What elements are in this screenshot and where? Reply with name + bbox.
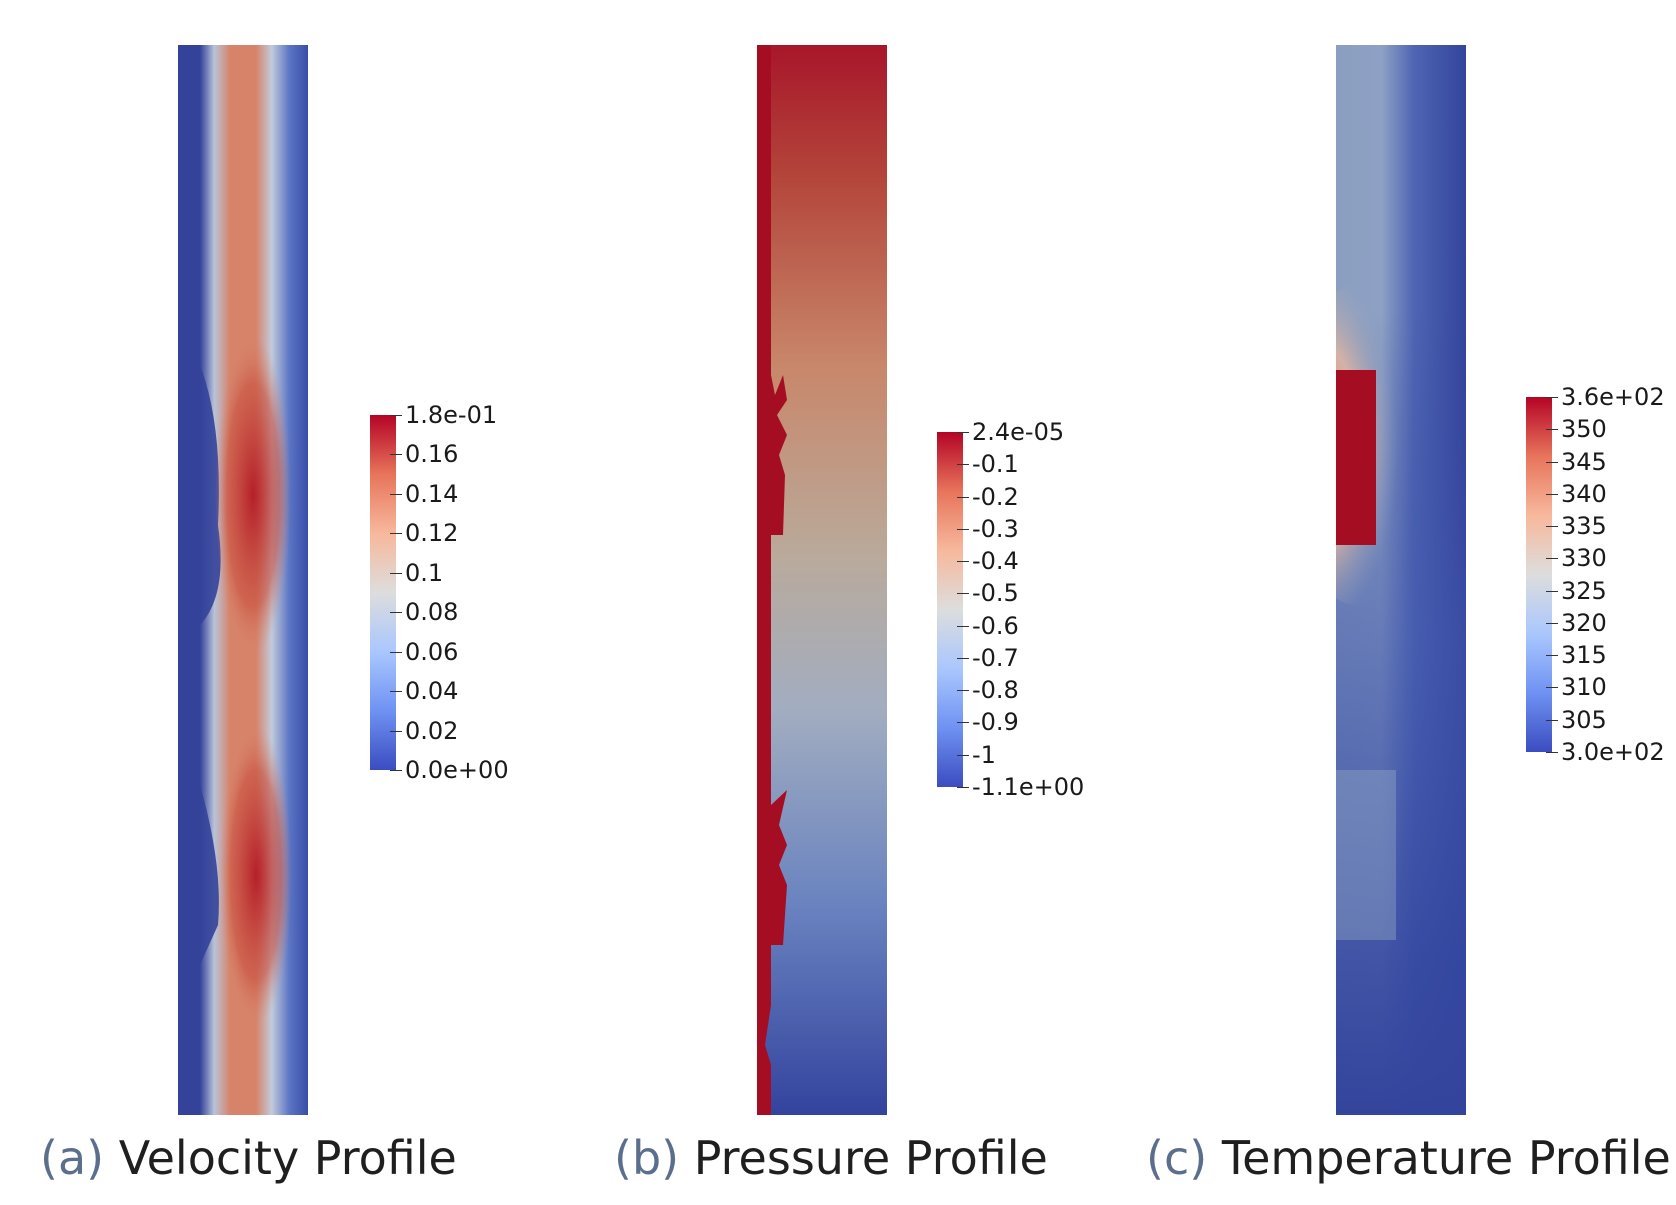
- colorbar-tick-mark: [957, 722, 969, 723]
- colorbar-tick-mark: [390, 494, 402, 495]
- colorbar-tick-mark: [957, 658, 969, 659]
- colorbar-tick-mark: [390, 454, 402, 455]
- colorbar-tick-label: -1.1e+00: [972, 773, 1085, 801]
- colorbar-tick-label: -0.6: [972, 612, 1019, 640]
- colorbar-tick-mark: [957, 787, 969, 788]
- colorbar-tick-label: -0.5: [972, 579, 1019, 607]
- colorbar-tick-mark: [1546, 526, 1558, 527]
- velocity-colorbar: [370, 415, 396, 770]
- colorbar-tick-mark: [1546, 591, 1558, 592]
- colorbar-tick-mark: [957, 593, 969, 594]
- colorbar-tick-label: -0.8: [972, 676, 1019, 704]
- caption-letter: (b): [614, 1131, 680, 1185]
- colorbar-tick-label: 315: [1561, 641, 1607, 669]
- colorbar-tick-mark: [957, 561, 969, 562]
- colorbar-tick-label: 310: [1561, 673, 1607, 701]
- colorbar-tick-label: 340: [1561, 480, 1607, 508]
- colorbar-tick-mark: [1546, 687, 1558, 688]
- pressure-field-plot: [757, 45, 887, 1115]
- colorbar-tick-label: 320: [1561, 609, 1607, 637]
- colorbar-tick-mark: [390, 770, 402, 771]
- colorbar-tick-label: 325: [1561, 577, 1607, 605]
- colorbar-tick-mark: [1546, 655, 1558, 656]
- colorbar-tick-label: 3.6e+02: [1561, 383, 1665, 411]
- caption-title: Velocity Profile: [118, 1131, 457, 1185]
- colorbar-tick-label: 1.8e-01: [405, 401, 498, 429]
- colorbar-tick-mark: [1546, 720, 1558, 721]
- panel-velocity: 1.8e-01 0.16 0.14 0.12 0.1 0.08 0.06 0.04 0.02 0.…: [0, 0, 560, 1205]
- colorbar-tick-mark: [390, 652, 402, 653]
- colorbar-tick-mark: [390, 731, 402, 732]
- colorbar-tick-label: 0.1: [405, 559, 444, 587]
- temperature-field-plot: [1336, 45, 1466, 1115]
- colorbar-tick-label: 350: [1561, 415, 1607, 443]
- temperature-colorbar: [1526, 397, 1552, 752]
- colorbar-tick-mark: [390, 691, 402, 692]
- velocity-field-plot: [178, 45, 308, 1115]
- colorbar-tick-mark: [390, 612, 402, 613]
- colorbar-tick-label: 2.4e-05: [972, 418, 1065, 446]
- colorbar-tick-label: -0.9: [972, 708, 1019, 736]
- colorbar-tick-mark: [957, 464, 969, 465]
- colorbar-tick-label: 0.06: [405, 638, 459, 666]
- colorbar-tick-mark: [1546, 752, 1558, 753]
- caption-title: Pressure Profile: [693, 1131, 1048, 1185]
- colorbar-tick-mark: [957, 690, 969, 691]
- colorbar-tick-label: 345: [1561, 448, 1607, 476]
- colorbar-tick-mark: [957, 529, 969, 530]
- panel-pressure: 2.4e-05 -0.1 -0.2 -0.3 -0.4 -0.5 -0.6 -0.7 -0.8 -…: [0, 0, 1084, 1205]
- colorbar-tick-label: 0.04: [405, 677, 459, 705]
- colorbar-tick-label: 3.0e+02: [1561, 738, 1665, 766]
- caption-letter: (a): [40, 1131, 105, 1185]
- colorbar-tick-label: -0.1: [972, 450, 1019, 478]
- caption-pressure: (b) Pressure Profile: [614, 1135, 1048, 1181]
- colorbar-tick-label: -1: [972, 741, 996, 769]
- colorbar-tick-label: 0.08: [405, 598, 459, 626]
- colorbar-tick-mark: [957, 755, 969, 756]
- colorbar-tick-label: 335: [1561, 512, 1607, 540]
- colorbar-tick-label: 0.02: [405, 717, 459, 745]
- colorbar-tick-label: 0.0e+00: [405, 756, 509, 784]
- caption-temperature: (c) Temperature Profile: [1146, 1135, 1671, 1181]
- colorbar-tick-mark: [957, 626, 969, 627]
- colorbar-tick-mark: [390, 573, 402, 574]
- pressure-colorbar: [937, 432, 963, 787]
- colorbar-tick-label: 305: [1561, 706, 1607, 734]
- colorbar-tick-mark: [1546, 462, 1558, 463]
- colorbar-tick-mark: [1546, 494, 1558, 495]
- colorbar-tick-mark: [957, 432, 969, 433]
- colorbar-tick-mark: [1546, 429, 1558, 430]
- colorbar-tick-label: -0.3: [972, 515, 1019, 543]
- colorbar-tick-mark: [390, 533, 402, 534]
- colorbar-tick-label: -0.7: [972, 644, 1019, 672]
- colorbar-tick-label: 0.12: [405, 519, 459, 547]
- colorbar-tick-label: 330: [1561, 544, 1607, 572]
- colorbar-tick-label: -0.4: [972, 547, 1019, 575]
- caption-velocity: (a) Velocity Profile: [40, 1135, 457, 1181]
- caption-title: Temperature Profile: [1221, 1131, 1671, 1185]
- colorbar-tick-label: 0.14: [405, 480, 459, 508]
- colorbar-tick-label: -0.2: [972, 483, 1019, 511]
- colorbar-tick-mark: [1546, 623, 1558, 624]
- caption-letter: (c): [1146, 1131, 1208, 1185]
- colorbar-tick-mark: [390, 415, 402, 416]
- colorbar-tick-mark: [1546, 397, 1558, 398]
- colorbar-tick-mark: [957, 497, 969, 498]
- colorbar-tick-mark: [1546, 558, 1558, 559]
- colorbar-tick-label: 0.16: [405, 440, 459, 468]
